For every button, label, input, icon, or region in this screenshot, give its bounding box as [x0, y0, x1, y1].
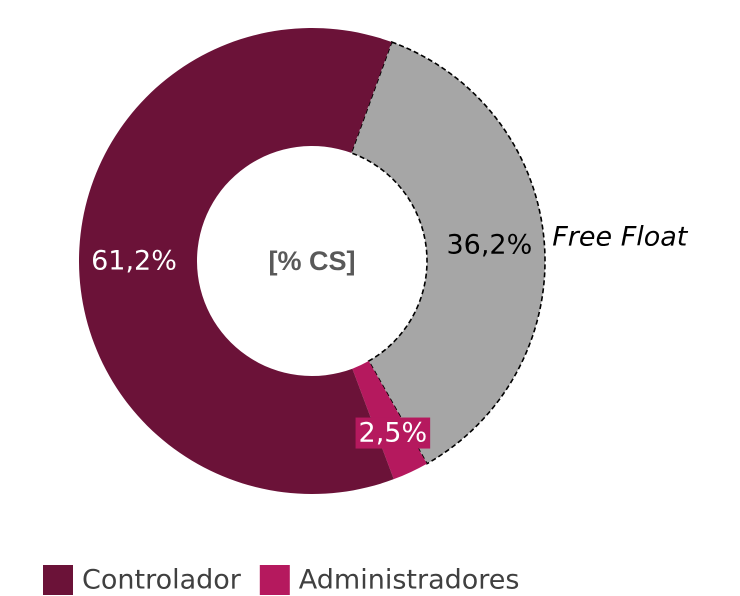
- value-label: 36,2%: [446, 230, 532, 261]
- legend-swatch: [259, 565, 290, 595]
- legend: Controlador Administradores: [43, 565, 520, 596]
- legend-label: Controlador: [82, 565, 242, 596]
- labels: 36,2% Free Float 2,5% 61,2%: [91, 222, 689, 449]
- value-label-bg: [355, 417, 431, 449]
- value-label: 61,2%: [91, 245, 177, 276]
- slice: [350, 41, 546, 465]
- donut: [78, 28, 546, 495]
- legend-swatch: [43, 565, 73, 595]
- slice-name: Free Float: [552, 222, 689, 253]
- value-label: 2,5%: [359, 418, 428, 449]
- center-label: [% CS]: [269, 246, 356, 276]
- legend-label: Administradores: [299, 565, 520, 596]
- slice: [78, 28, 394, 495]
